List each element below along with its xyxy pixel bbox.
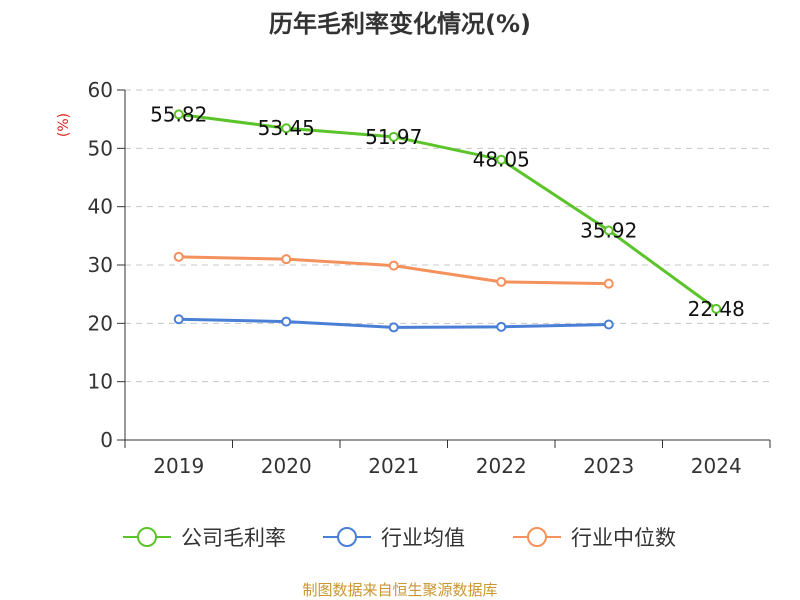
grid <box>125 89 770 383</box>
y-tick-label: 50 <box>88 136 113 160</box>
source-note: 制图数据来自恒生聚源数据库 <box>302 581 497 599</box>
x-tick-label: 2022 <box>476 454 527 478</box>
data-label: 48.05 <box>473 148 530 172</box>
y-tick-label: 10 <box>88 370 113 394</box>
data-point[interactable] <box>388 131 399 142</box>
y-tick-label: 30 <box>88 253 113 277</box>
legend-label: 行业均值 <box>381 526 465 550</box>
legend-label: 公司毛利率 <box>181 526 286 550</box>
data-label: 53.45 <box>258 116 315 140</box>
data-point[interactable] <box>603 319 614 330</box>
data-point[interactable] <box>496 321 507 332</box>
legend-item[interactable]: 行业中位数 <box>513 526 676 550</box>
series-line <box>178 112 718 311</box>
y-tick-label: 40 <box>88 195 113 219</box>
legend-label: 行业中位数 <box>571 526 676 550</box>
data-labels: 55.82 53.45 51.97 48.05 35.92 22.48 <box>150 102 745 320</box>
series <box>173 109 722 333</box>
y-tick-label: 20 <box>88 311 113 335</box>
data-point[interactable] <box>496 154 507 165</box>
x-tick-label: 2023 <box>583 454 634 478</box>
y-axis-label: (%) <box>56 113 72 137</box>
data-point[interactable] <box>173 109 184 120</box>
legend-marker-icon <box>337 527 357 547</box>
x-tick-label: 2019 <box>153 454 204 478</box>
data-point[interactable] <box>388 260 399 271</box>
x-tick-label: 2020 <box>261 454 312 478</box>
chart-title: 历年毛利率变化情况(%) <box>269 10 531 38</box>
series-company <box>173 109 722 314</box>
legend-item[interactable]: 行业均值 <box>323 526 465 550</box>
data-label: 35.92 <box>580 218 637 242</box>
legend-item[interactable]: 公司毛利率 <box>123 526 286 550</box>
data-point[interactable] <box>603 278 614 289</box>
legend[interactable]: 公司毛利率 行业均值 行业中位数 <box>123 526 676 550</box>
data-point[interactable] <box>711 303 722 314</box>
data-point[interactable] <box>388 322 399 333</box>
data-point[interactable] <box>603 225 614 236</box>
data-label: 51.97 <box>365 125 422 149</box>
y-tick-label: 60 <box>88 78 113 102</box>
data-point[interactable] <box>281 316 292 327</box>
data-point[interactable] <box>281 123 292 134</box>
series-industry-avg <box>173 314 614 333</box>
data-point[interactable] <box>281 254 292 265</box>
axes: 0 10 20 30 40 50 60 2019 2020 2021 2022 2023 2024 <box>88 78 771 478</box>
data-label: 22.48 <box>688 297 745 321</box>
legend-marker-icon <box>137 527 157 547</box>
legend-marker-icon <box>527 527 547 547</box>
x-tick-label: 2021 <box>368 454 419 478</box>
x-tick-label: 2024 <box>691 454 742 478</box>
y-tick-label: 0 <box>100 428 113 452</box>
data-point[interactable] <box>173 251 184 262</box>
data-point[interactable] <box>496 276 507 287</box>
data-label: 55.82 <box>150 102 207 126</box>
series-industry-median <box>173 251 614 289</box>
data-point[interactable] <box>173 314 184 325</box>
